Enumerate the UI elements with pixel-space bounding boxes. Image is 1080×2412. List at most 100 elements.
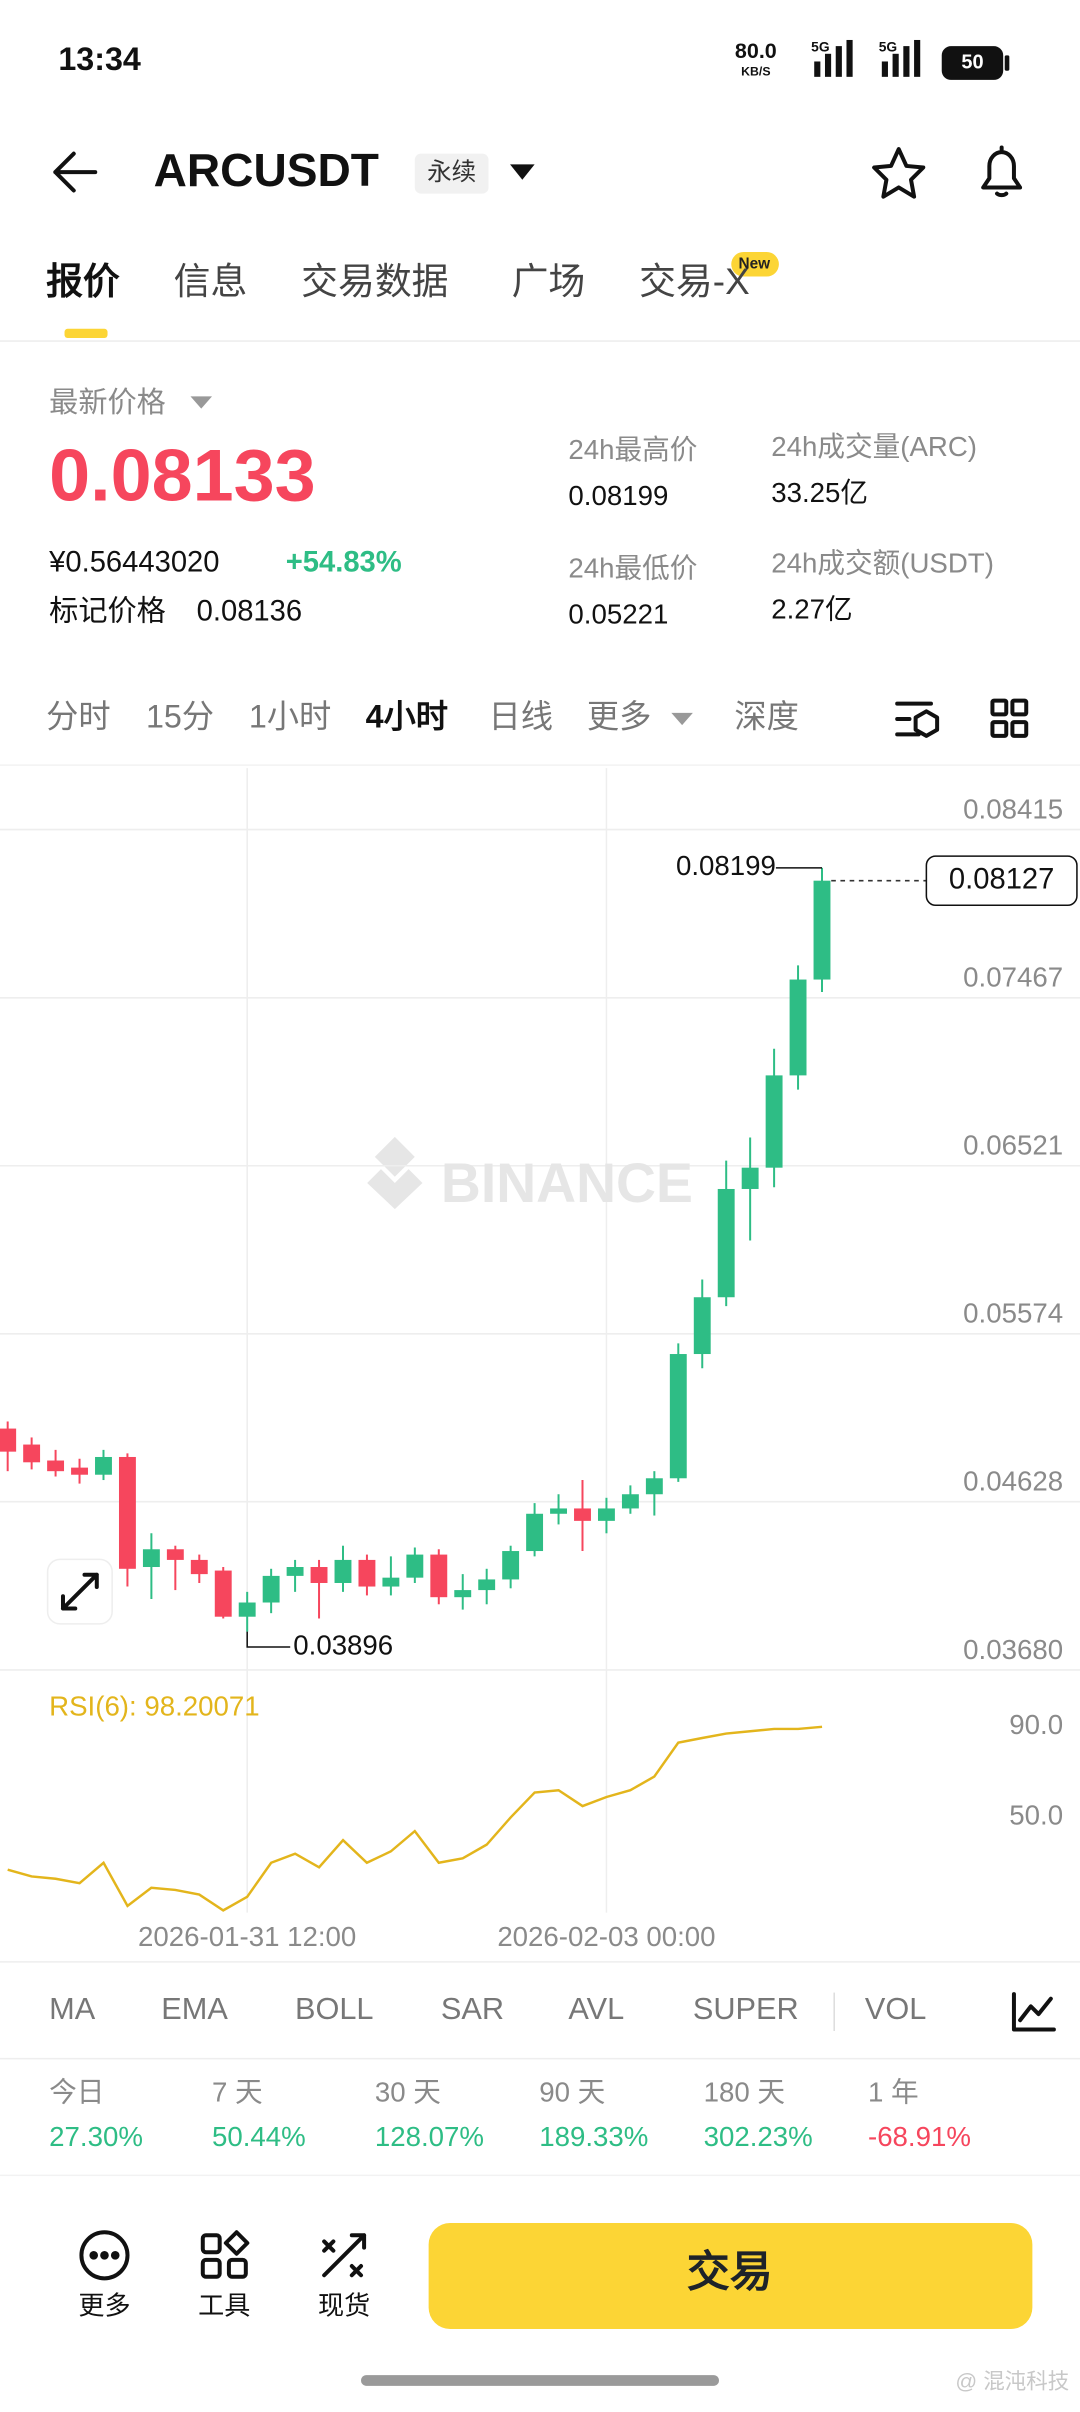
net-speed: 80.0 bbox=[735, 39, 777, 63]
candle-body bbox=[813, 880, 831, 980]
perf-value: 189.33% bbox=[539, 2121, 648, 2152]
last-price: 0.08133 bbox=[49, 433, 316, 516]
candle-body bbox=[166, 1549, 184, 1560]
home-indicator bbox=[361, 2375, 719, 2386]
candle-body bbox=[717, 1188, 735, 1298]
legend-entry: RSI(6): 98.20071 bbox=[49, 1691, 260, 1722]
indicator-settings-button[interactable] bbox=[1011, 1992, 1056, 2032]
candle-body bbox=[645, 1478, 663, 1495]
indicator-tab[interactable]: SUPER bbox=[693, 1991, 799, 2026]
perf-label: 今日 bbox=[49, 2076, 104, 2107]
indicator-tab[interactable]: AVL bbox=[568, 1991, 624, 2026]
y-tick-label: 50.0 bbox=[1009, 1800, 1063, 1831]
contract-badge: 永续 bbox=[427, 158, 476, 186]
tab[interactable]: 交易数据 bbox=[301, 261, 448, 302]
candle-body bbox=[693, 1297, 711, 1355]
network-type: 5G bbox=[811, 38, 829, 54]
mark-label: 标记价格 bbox=[49, 595, 166, 628]
low-pointer bbox=[246, 1631, 291, 1648]
spot-icon[interactable] bbox=[322, 2233, 367, 2278]
nav-label[interactable]: 工具 bbox=[198, 2290, 250, 2320]
y-tick-label: 0.05574 bbox=[963, 1298, 1063, 1329]
network-type: 5G bbox=[879, 38, 897, 54]
tab[interactable]: 广场 bbox=[512, 261, 586, 302]
y-tick-label: 0.04628 bbox=[963, 1466, 1063, 1497]
signal-icons bbox=[814, 39, 921, 77]
new-badge-bg bbox=[731, 251, 779, 277]
symbol-dropdown[interactable] bbox=[510, 164, 535, 180]
candle-body bbox=[621, 1494, 639, 1509]
price-type-dropdown[interactable] bbox=[190, 396, 213, 409]
tab[interactable]: 交易-X bbox=[639, 261, 750, 302]
x-tick-label: 2026-01-31 12:00 bbox=[138, 1921, 356, 1952]
nav-label[interactable]: 更多 bbox=[78, 2290, 130, 2320]
y-tick-label: 0.07467 bbox=[963, 962, 1063, 993]
more-icon[interactable] bbox=[79, 2230, 130, 2281]
indicator-tab[interactable]: MA bbox=[49, 1991, 96, 2026]
perf-label: 180 天 bbox=[704, 2076, 785, 2107]
last-price-box bbox=[925, 855, 1078, 907]
new-badge: New bbox=[739, 255, 771, 272]
candle-body bbox=[334, 1559, 352, 1583]
candle-body bbox=[190, 1559, 208, 1575]
y-tick-label: 0.06521 bbox=[963, 1130, 1063, 1161]
interval-tab[interactable]: 更多 bbox=[587, 699, 652, 735]
more-dropdown[interactable] bbox=[671, 712, 693, 726]
price-change: +54.83% bbox=[286, 547, 402, 579]
watermark-logo bbox=[367, 1136, 423, 1210]
candle-body bbox=[550, 1508, 567, 1514]
battery-level: 50 bbox=[961, 51, 983, 73]
perf-label: 7 天 bbox=[212, 2076, 263, 2107]
trade-button-label: 交易 bbox=[687, 2249, 773, 2297]
candle-body bbox=[454, 1590, 472, 1598]
indicator-tab[interactable]: VOL bbox=[865, 1991, 926, 2026]
perf-value: 302.23% bbox=[704, 2121, 813, 2152]
candle-body bbox=[478, 1579, 496, 1591]
chart-settings-button[interactable] bbox=[895, 701, 940, 738]
interval-tab[interactable]: 深度 bbox=[734, 699, 799, 735]
candle-body bbox=[669, 1354, 687, 1479]
interval-tab[interactable]: 日线 bbox=[489, 699, 554, 735]
indicator-tab[interactable]: SAR bbox=[441, 1991, 504, 2026]
perf-value: 27.30% bbox=[49, 2121, 143, 2152]
candle-body bbox=[406, 1554, 424, 1578]
rsi-line bbox=[7, 1725, 823, 1912]
favorite-button[interactable] bbox=[872, 147, 926, 199]
high-label: 0.08199 bbox=[676, 850, 776, 881]
interval-tab[interactable]: 15分 bbox=[146, 699, 214, 735]
tab[interactable]: 报价 bbox=[46, 261, 120, 302]
tab[interactable]: 信息 bbox=[174, 261, 248, 302]
layout-button[interactable] bbox=[990, 698, 1029, 738]
back-button[interactable] bbox=[53, 151, 98, 193]
last-price-label: 0.08127 bbox=[949, 863, 1054, 895]
interval-tab[interactable]: 4小时 bbox=[366, 699, 448, 735]
interval-tab[interactable]: 分时 bbox=[46, 699, 111, 735]
alert-button[interactable] bbox=[981, 145, 1023, 198]
nav-label[interactable]: 现货 bbox=[318, 2290, 370, 2320]
cny-price: ¥0.56443020 bbox=[48, 547, 219, 579]
status-time: 13:34 bbox=[58, 41, 141, 77]
indicator-tab[interactable]: EMA bbox=[161, 1991, 228, 2026]
interval-tab[interactable]: 1小时 bbox=[249, 699, 331, 735]
trade-button[interactable] bbox=[428, 2223, 1033, 2330]
candle-body bbox=[741, 1167, 759, 1189]
contract-badge-bg bbox=[414, 153, 489, 194]
candle-body bbox=[0, 1428, 17, 1452]
stat-label: 24h成交额(USDT) bbox=[771, 548, 994, 579]
stat-label: 24h最高价 bbox=[568, 434, 697, 465]
candle-body bbox=[71, 1467, 88, 1475]
candle-body bbox=[47, 1460, 65, 1472]
tools-icon[interactable] bbox=[200, 2230, 250, 2279]
candle-body bbox=[574, 1508, 591, 1521]
perf-value: 128.07% bbox=[375, 2121, 484, 2152]
indicator-tab[interactable]: BOLL bbox=[295, 1991, 374, 2026]
low-label: 0.03896 bbox=[293, 1629, 393, 1660]
tab-indicator bbox=[64, 328, 108, 339]
stat-value: 33.25亿 bbox=[771, 477, 868, 508]
candle-body bbox=[95, 1456, 112, 1475]
y-tick-label: 90.0 bbox=[1009, 1709, 1063, 1740]
